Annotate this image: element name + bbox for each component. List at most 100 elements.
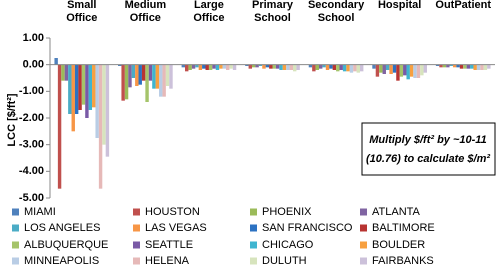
legend-marker [133,224,140,232]
bar [308,64,313,68]
bar [262,64,266,69]
legend-label: HELENA [145,255,190,267]
legend-label: MIAMI [24,206,56,218]
legend-marker [250,257,257,265]
bar [325,64,330,70]
legend-marker [12,224,19,232]
bar [61,64,65,81]
bar [459,64,464,69]
bar [269,64,273,69]
legend-marker [250,208,257,216]
bar [480,64,484,70]
bar [385,64,390,70]
bar [389,64,393,74]
bar [212,64,216,69]
bar [296,64,300,70]
bar [245,64,249,66]
y-tick-label: 0.00 [23,59,44,71]
bar [356,64,360,73]
category-label: Hospital [378,0,421,11]
bar [375,64,380,77]
legend-label: ALBUQUERQUE [24,239,108,251]
annotation-box [361,122,496,176]
bar [145,64,149,102]
legend-label: HOUSTON [145,206,200,218]
bar [466,64,471,69]
y-tick-label: -1.00 [19,85,44,97]
legend-marker [360,224,367,232]
bar [293,64,297,72]
bar [71,64,75,132]
legend-label: PHOENIX [262,206,312,218]
bar [85,64,89,118]
category-label: Primary School [252,0,294,24]
bar [152,64,156,89]
bar [409,64,414,77]
bar [124,64,129,100]
y-tick-label: -3.00 [19,139,44,151]
bar [185,64,189,72]
legend-marker [133,208,140,216]
bar [265,64,270,68]
bar [219,64,223,69]
bar [286,64,290,70]
bar [215,64,220,70]
bar [420,64,424,76]
bar [68,64,72,114]
bar [198,64,203,70]
bar [312,64,316,72]
bar [191,64,196,69]
bar [289,64,294,70]
bar [487,64,491,69]
bar [272,64,276,69]
bar [446,64,450,68]
bar [452,64,457,68]
legend-marker [250,224,257,232]
bar [188,64,192,70]
bar [232,64,237,70]
legend-marker [360,257,367,265]
bar [379,64,383,73]
bar [282,64,287,70]
bar [131,64,136,78]
bar [279,64,283,70]
bar [92,64,96,108]
category-label: Small Office [66,0,97,24]
bar [98,64,103,189]
bar [329,64,333,69]
bar [382,64,386,74]
bar [342,64,347,72]
bar [208,64,213,70]
bar [403,64,407,76]
legend-label: BOULDER [372,239,425,251]
bar [105,64,110,157]
bar [74,64,79,114]
bar [138,64,142,85]
bar [226,64,230,70]
legend-marker [133,257,140,265]
legend-marker [360,208,367,216]
bar [195,64,199,68]
legend-label: MINNEAPOLIS [24,255,99,267]
legend-label: BALTIMORE [372,222,435,234]
bar [315,64,319,70]
legend-marker [133,241,140,249]
bar [392,64,397,73]
category-label: OutPatient [435,0,491,11]
bar [255,64,259,68]
bar [332,64,337,70]
bar [473,64,477,70]
bar [81,64,86,105]
bar [322,64,326,68]
bar [318,64,323,69]
bar [141,64,146,81]
bar [251,64,256,68]
bar [416,64,421,78]
legend-label: CHICAGO [262,239,314,251]
bar [118,64,122,66]
legend-label: FAIRBANKS [372,255,434,267]
y-tick-label: -4.00 [19,165,44,177]
bar [336,64,340,72]
legend-label: LAS VEGAS [145,222,207,234]
